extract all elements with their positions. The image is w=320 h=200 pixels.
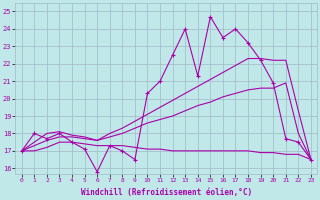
X-axis label: Windchill (Refroidissement éolien,°C): Windchill (Refroidissement éolien,°C)	[81, 188, 252, 197]
